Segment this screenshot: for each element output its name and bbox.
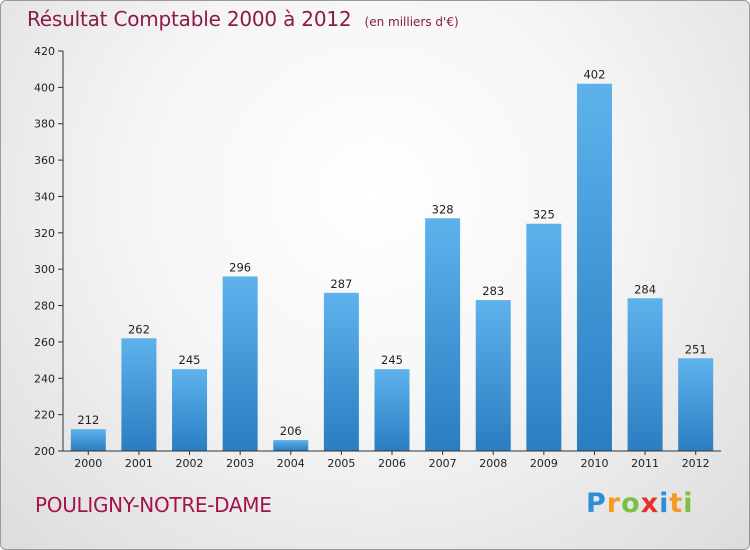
bar-2003	[222, 276, 258, 451]
logo-letter: x	[640, 488, 660, 519]
logo-letter: P	[586, 488, 607, 519]
x-tick-label: 2007	[429, 457, 457, 470]
x-tick-label: 2011	[631, 457, 659, 470]
logo-letter: o	[621, 488, 641, 519]
bar-2010	[576, 83, 612, 452]
y-tick-label: 420	[34, 45, 55, 58]
bar-2006	[374, 369, 410, 451]
logo-letter: i	[683, 488, 694, 519]
logo-letter: t	[669, 488, 684, 519]
bar-2000	[70, 429, 106, 451]
x-tick-label: 2010	[580, 457, 608, 470]
y-tick-label: 380	[34, 118, 55, 131]
x-tick-label: 2002	[176, 457, 204, 470]
y-tick-label: 400	[34, 81, 55, 94]
y-tick-label: 280	[34, 300, 55, 313]
bar-value-label: 284	[634, 282, 656, 296]
bar-2011	[627, 298, 663, 451]
bar-value-label: 328	[432, 202, 454, 216]
bar-value-label: 283	[482, 284, 504, 298]
y-tick-label: 240	[34, 372, 55, 385]
bar-2002	[172, 369, 208, 451]
y-tick-label: 360	[34, 154, 55, 167]
bar-2004	[273, 440, 309, 451]
x-tick-label: 2004	[277, 457, 305, 470]
place-name: POULIGNY-NOTRE-DAME	[35, 493, 272, 517]
bar-2001	[121, 338, 157, 451]
bar-value-label: 402	[583, 68, 605, 82]
bar-value-label: 251	[685, 342, 707, 356]
bar-value-label: 287	[330, 277, 352, 291]
chart-subtitle: (en milliers d'€)	[364, 15, 459, 29]
y-tick-label: 220	[34, 409, 55, 422]
bar-value-label: 262	[128, 322, 150, 336]
chart-title: Résultat Comptable 2000 à 2012	[27, 7, 352, 31]
x-tick-label: 2001	[125, 457, 153, 470]
bar-2005	[323, 292, 359, 451]
x-tick-label: 2009	[530, 457, 558, 470]
y-tick-label: 320	[34, 227, 55, 240]
bar-2009	[526, 223, 562, 451]
y-tick-label: 260	[34, 336, 55, 349]
y-tick-label: 300	[34, 263, 55, 276]
bar-value-label: 245	[381, 353, 403, 367]
bar-value-label: 206	[280, 424, 302, 438]
y-tick-label: 200	[34, 445, 55, 458]
bar-2008	[475, 300, 511, 451]
bar-value-label: 325	[533, 208, 555, 222]
x-tick-label: 2000	[74, 457, 102, 470]
y-tick-label: 340	[34, 190, 55, 203]
chart-header: Résultat Comptable 2000 à 2012 (en milli…	[27, 7, 459, 31]
x-tick-label: 2005	[327, 457, 355, 470]
bar-value-label: 296	[229, 260, 251, 274]
proxiti-logo: Proxiti	[586, 488, 694, 519]
logo-letter: r	[606, 488, 622, 519]
x-tick-label: 2008	[479, 457, 507, 470]
logo-letter: i	[659, 488, 670, 519]
bar-2012	[678, 358, 714, 451]
x-tick-label: 2003	[226, 457, 254, 470]
bar-2007	[425, 218, 461, 451]
bar-value-label: 245	[179, 353, 201, 367]
x-tick-label: 2006	[378, 457, 406, 470]
x-tick-label: 2012	[682, 457, 710, 470]
bar-value-label: 212	[77, 413, 99, 427]
